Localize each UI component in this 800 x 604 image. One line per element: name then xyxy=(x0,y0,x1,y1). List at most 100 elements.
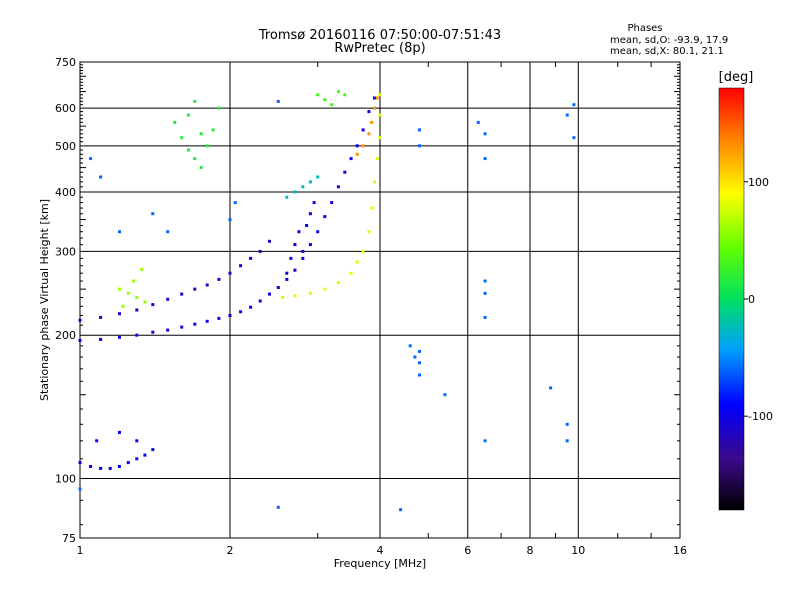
data-point xyxy=(565,422,569,426)
data-point xyxy=(135,296,139,299)
data-point xyxy=(316,230,320,234)
data-point xyxy=(308,180,312,184)
data-point xyxy=(211,128,215,132)
data-point xyxy=(276,286,280,289)
data-point xyxy=(140,267,144,271)
data-point xyxy=(276,505,280,509)
data-point xyxy=(121,304,125,308)
data-point xyxy=(239,310,243,314)
data-point xyxy=(99,315,103,319)
data-point xyxy=(316,93,320,97)
data-point xyxy=(205,283,209,287)
data-point xyxy=(355,152,359,156)
data-point xyxy=(418,128,421,132)
data-point xyxy=(483,291,487,295)
data-point xyxy=(367,230,371,234)
colorbar-tick-label: -100 xyxy=(748,410,773,423)
data-point xyxy=(361,128,365,132)
data-point xyxy=(370,206,374,210)
data-point xyxy=(143,300,147,304)
data-point xyxy=(151,303,155,307)
data-point xyxy=(343,93,347,97)
data-point xyxy=(89,157,93,161)
x-tick-label: 4 xyxy=(377,544,384,557)
colorbar xyxy=(718,87,745,511)
stats-o-mode: mean, sd,O: -93.9, 17.9 xyxy=(610,35,728,46)
data-point xyxy=(233,201,237,205)
y-tick-label: 75 xyxy=(62,532,76,545)
data-point xyxy=(370,120,374,124)
data-point xyxy=(367,110,371,114)
data-point xyxy=(217,277,221,281)
data-point xyxy=(336,281,340,285)
data-point xyxy=(205,144,209,148)
x-tick-label: 6 xyxy=(464,544,471,557)
data-point xyxy=(89,465,93,468)
y-axis: 75 100 200 300 400 500 600 750 xyxy=(55,56,680,545)
data-point xyxy=(193,287,197,291)
data-point xyxy=(143,453,147,457)
y-axis-title: Stationary phase Virtual Height [km] xyxy=(38,199,51,401)
data-point xyxy=(151,330,155,334)
data-point xyxy=(205,319,209,323)
data-point xyxy=(378,93,382,97)
data-point xyxy=(418,349,421,353)
data-point xyxy=(166,230,170,234)
data-point xyxy=(355,260,359,264)
data-point xyxy=(228,314,232,317)
data-point xyxy=(301,185,305,189)
data-point xyxy=(378,136,382,140)
data-point xyxy=(78,461,82,465)
data-point xyxy=(483,439,487,443)
data-point xyxy=(151,448,155,452)
data-point xyxy=(305,224,309,227)
data-point xyxy=(399,508,403,512)
data-point xyxy=(258,249,262,253)
chart-title: Tromsø 20160116 07:50:00-07:51:43 xyxy=(258,28,501,43)
data-point xyxy=(443,393,447,397)
data-point xyxy=(323,215,327,219)
data-point xyxy=(483,279,487,283)
data-point xyxy=(268,292,271,296)
data-point xyxy=(95,439,99,443)
data-point xyxy=(135,333,139,337)
data-point xyxy=(78,487,82,491)
data-point xyxy=(135,457,139,461)
y-tick-label: 600 xyxy=(55,102,76,115)
x-tick-label: 16 xyxy=(673,544,687,557)
x-tick-label: 10 xyxy=(571,544,585,557)
data-point xyxy=(126,461,130,465)
data-point xyxy=(308,243,312,247)
data-point xyxy=(118,312,121,316)
data-point xyxy=(549,386,553,390)
data-point xyxy=(135,439,139,443)
data-point xyxy=(308,212,312,216)
data-point xyxy=(118,465,121,468)
data-point xyxy=(285,195,289,199)
data-point xyxy=(126,291,130,295)
data-point xyxy=(312,201,316,205)
colorbar-tick-label: 100 xyxy=(748,176,769,189)
data-point xyxy=(361,144,365,148)
data-point xyxy=(330,201,334,205)
data-point xyxy=(285,277,289,281)
data-point xyxy=(228,218,232,222)
data-point xyxy=(118,230,121,234)
data-point xyxy=(373,96,376,100)
y-tick-label: 750 xyxy=(55,56,76,69)
data-point xyxy=(131,279,135,283)
data-point xyxy=(193,322,197,326)
data-point xyxy=(99,466,103,470)
data-point xyxy=(361,249,365,253)
data-point xyxy=(418,144,421,148)
data-point xyxy=(293,243,297,247)
colorbar-tick-label: 0 xyxy=(748,293,755,306)
y-tick-label: 100 xyxy=(55,473,76,486)
data-points xyxy=(78,90,576,512)
y-tick-label: 400 xyxy=(55,186,76,199)
data-point xyxy=(249,305,253,309)
data-point xyxy=(373,106,376,110)
data-point xyxy=(355,144,359,148)
y-tick-label: 200 xyxy=(55,329,76,342)
